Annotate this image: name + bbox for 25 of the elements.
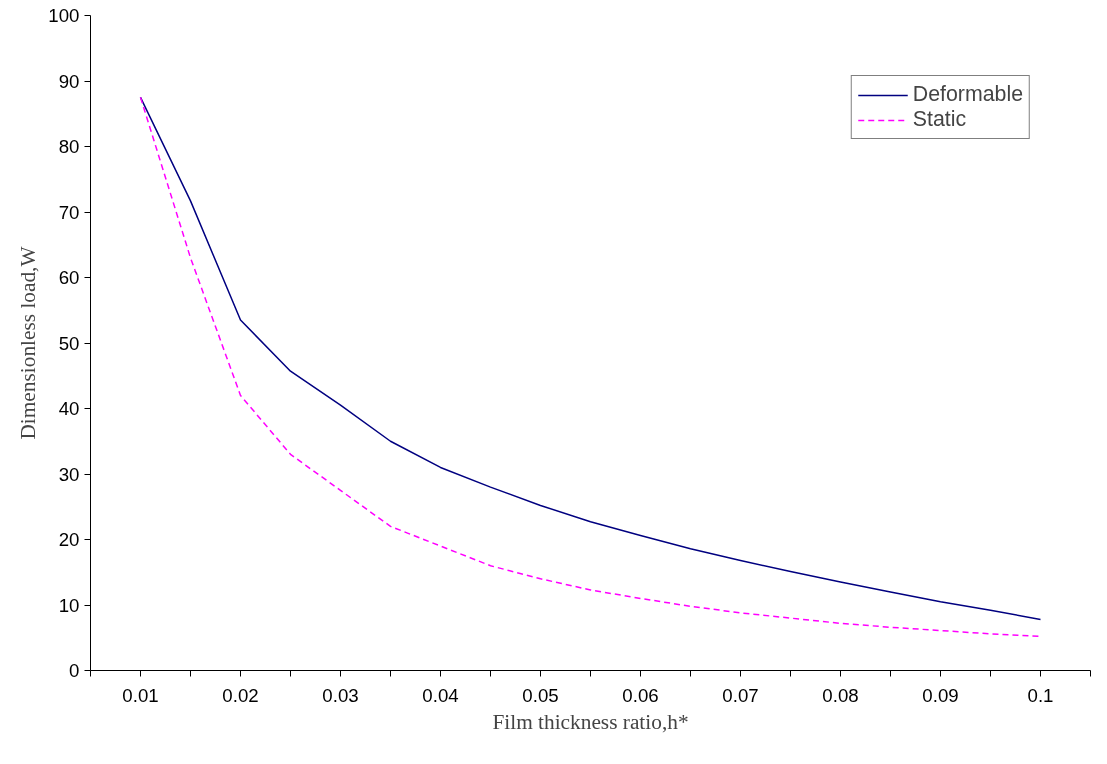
y-tick-label: 100 <box>48 5 80 26</box>
y-tick-label: 70 <box>58 201 80 223</box>
y-tick-label: 40 <box>58 398 80 419</box>
x-tick-label: 0.07 <box>722 684 759 706</box>
x-tick-label: 0.08 <box>822 684 859 706</box>
legend-label: Static <box>912 107 967 132</box>
y-tick-label: 50 <box>58 332 80 354</box>
y-tick-label: 10 <box>58 594 80 616</box>
x-tick-label: 0.06 <box>622 684 659 706</box>
x-tick-label: 0.02 <box>222 684 259 706</box>
x-tick-label: 0.05 <box>522 684 559 706</box>
x-tick-label: 0.01 <box>122 684 159 706</box>
y-tick-label: 20 <box>58 529 80 550</box>
y-tick-label: 90 <box>58 70 80 92</box>
y-tick-label: 30 <box>58 463 80 485</box>
y-axis-title: Dimensionless load,W <box>16 245 41 440</box>
y-tick-label: 80 <box>58 136 80 157</box>
x-axis-title: Film thickness ratio,h* <box>492 709 689 734</box>
x-tick-label: 0.03 <box>322 684 359 706</box>
x-tick-label: 0.09 <box>922 684 959 706</box>
legend-label: Deformable <box>912 82 1023 107</box>
y-tick-label: 0 <box>69 660 80 681</box>
x-tick-label: 0.1 <box>1027 684 1054 706</box>
x-tick-label: 0.04 <box>422 684 459 706</box>
y-tick-label: 60 <box>58 267 80 288</box>
